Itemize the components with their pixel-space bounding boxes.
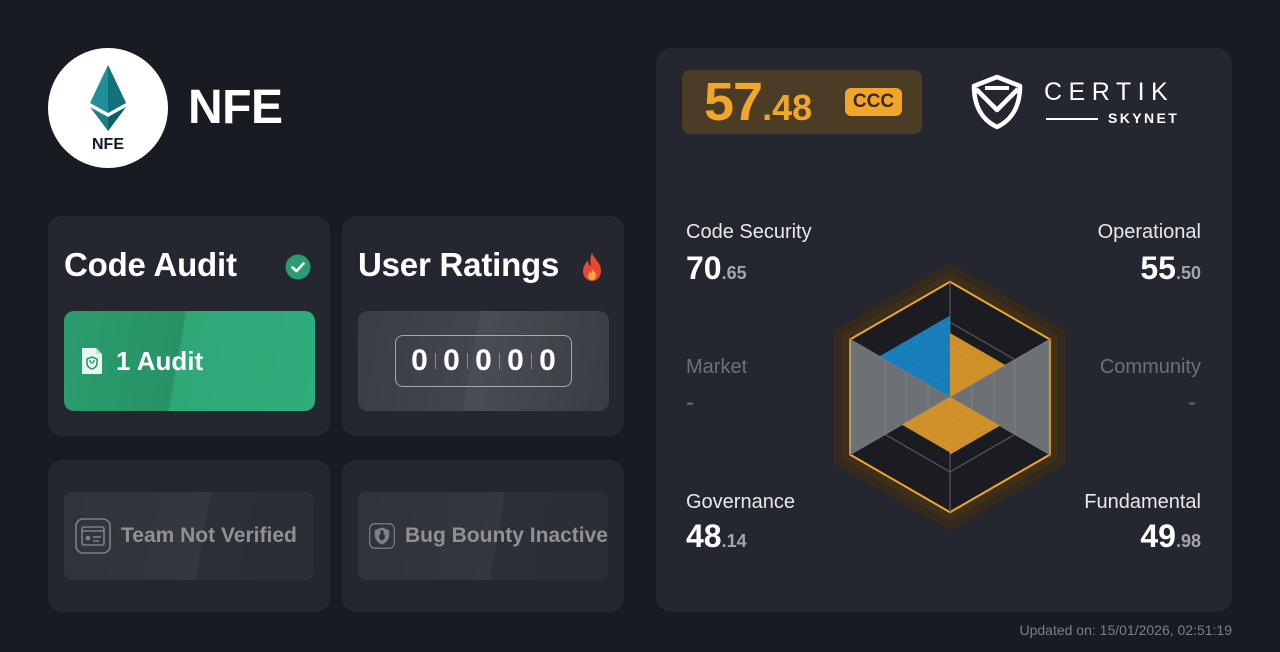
ratings-digits: 0 0 0 0 0 (395, 335, 572, 387)
score-radar-chart (833, 263, 1067, 531)
radar-sector-community (950, 339, 1050, 455)
digit-separator (499, 353, 500, 369)
metric-decimal: .98 (1175, 531, 1201, 551)
radar-sector-code-security (879, 315, 950, 397)
audit-document-icon (82, 348, 102, 374)
certik-shield-logo-icon (970, 74, 1024, 135)
fire-icon (579, 252, 605, 287)
updated-timestamp: Updated on: 15/01/2026, 02:51:19 (1019, 622, 1232, 638)
metric-code-security-label: Code Security (686, 221, 812, 243)
metric-governance-value: 48.14 (686, 518, 747, 561)
bug-shield-icon (369, 523, 395, 549)
rating-digit: 0 (539, 344, 556, 377)
digit-separator (435, 353, 436, 369)
user-ratings-counter[interactable]: 0 0 0 0 0 (358, 311, 609, 411)
metric-decimal: .65 (721, 263, 747, 283)
metric-community-value: - (1188, 389, 1196, 416)
rating-digit: 0 (475, 344, 492, 377)
user-ratings-title: User Ratings (358, 246, 560, 283)
metric-decimal: .50 (1175, 263, 1201, 283)
nfe-logo-icon: NFE (90, 65, 126, 153)
id-card-icon (75, 518, 111, 554)
metric-integer: 55 (1140, 250, 1176, 286)
token-name: NFE (188, 81, 283, 134)
audit-count-button[interactable]: 1 Audit (64, 311, 315, 411)
metric-market-label: Market (686, 356, 748, 378)
skynet-divider (1046, 118, 1098, 120)
digit-separator (467, 353, 468, 369)
metric-operational-value: 55.50 (1140, 250, 1201, 293)
audit-count-label: 1 Audit (116, 345, 204, 376)
score-integer: 57 (704, 72, 763, 132)
code-audit-title: Code Audit (64, 246, 237, 283)
bug-bounty-label: Bug Bounty Inactive (404, 524, 608, 547)
bug-bounty-button[interactable]: Bug Bounty Inactive (358, 492, 608, 580)
radar-sector-market (850, 339, 950, 455)
metric-fundamental-value: 49.98 (1140, 518, 1201, 561)
metric-integer: 49 (1140, 518, 1176, 554)
metric-fundamental-label: Fundamental (1084, 491, 1201, 513)
metric-decimal: .14 (721, 531, 747, 551)
radar-sector-operational (950, 333, 1006, 397)
skynet-wordmark: SKYNET (1108, 110, 1180, 126)
certik-wordmark: CERTIK (1044, 78, 1175, 106)
radar-sector-fundamental (950, 397, 1000, 455)
svg-text:NFE: NFE (92, 136, 124, 153)
metric-integer: 70 (686, 250, 722, 286)
metric-operational-label: Operational (1097, 221, 1201, 243)
digit-separator (531, 353, 532, 369)
score-grade-badge: CCC (845, 88, 902, 116)
score-decimal: .48 (762, 87, 813, 128)
security-score: 57 .48 CCC (682, 70, 922, 134)
team-status-label: Team Not Verified (121, 524, 297, 547)
metric-code-security-value: 70.65 (686, 250, 747, 293)
token-logo: NFE (48, 48, 168, 168)
verified-check-icon (285, 254, 311, 285)
radar-sector-governance (901, 397, 950, 453)
rating-digit: 0 (507, 344, 524, 377)
metric-community-label: Community (1099, 356, 1201, 378)
metric-market-value: - (686, 389, 694, 416)
rating-digit: 0 (443, 344, 460, 377)
rating-digit: 0 (411, 344, 428, 377)
metric-governance-label: Governance (686, 491, 795, 513)
team-not-verified-button[interactable]: Team Not Verified (64, 492, 314, 580)
metric-integer: 48 (686, 518, 722, 554)
